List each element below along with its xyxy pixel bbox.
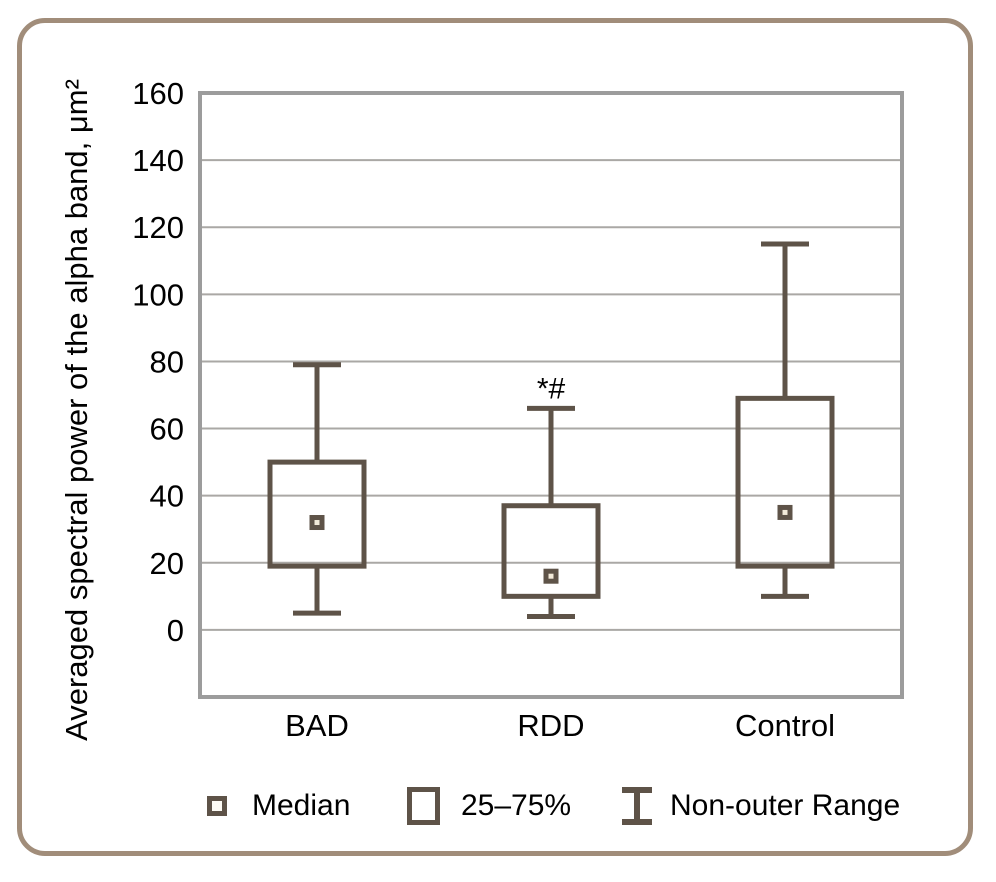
iqr-box-icon <box>407 787 440 825</box>
plot-frame <box>198 91 904 699</box>
median-marker <box>777 504 793 520</box>
iqr-box <box>267 459 367 569</box>
y-tick-label: 100 <box>132 277 184 312</box>
median-marker <box>309 515 325 531</box>
legend: Median 25–75% Non-outer Range <box>0 780 996 832</box>
y-tick-label: 20 <box>150 546 184 581</box>
y-tick-label: 160 <box>132 76 184 111</box>
y-tick-label: 120 <box>132 210 184 245</box>
y-tick-label: 0 <box>167 613 184 648</box>
legend-item-range: Non-outer Range <box>622 780 900 832</box>
y-tick-label: 140 <box>132 143 184 178</box>
iqr-box <box>735 395 835 569</box>
legend-label-iqr: 25–75% <box>461 789 572 822</box>
median-marker <box>543 568 559 584</box>
median-marker-icon <box>207 796 227 816</box>
legend-item-iqr: 25–75% <box>407 780 571 832</box>
y-tick-label: 40 <box>150 479 184 514</box>
x-category-label: RDD <box>517 708 584 743</box>
x-category-label: BAD <box>285 708 349 743</box>
whisker-range-icon <box>622 787 652 825</box>
y-tick-label: 80 <box>150 344 184 379</box>
significance-annotation: *# <box>537 372 566 405</box>
iqr-box <box>501 503 601 599</box>
legend-label-median: Median <box>252 789 351 822</box>
legend-label-range: Non-outer Range <box>670 789 901 822</box>
legend-item-median: Median <box>207 780 350 832</box>
y-tick-label: 60 <box>150 412 184 447</box>
x-category-label: Control <box>735 708 835 743</box>
